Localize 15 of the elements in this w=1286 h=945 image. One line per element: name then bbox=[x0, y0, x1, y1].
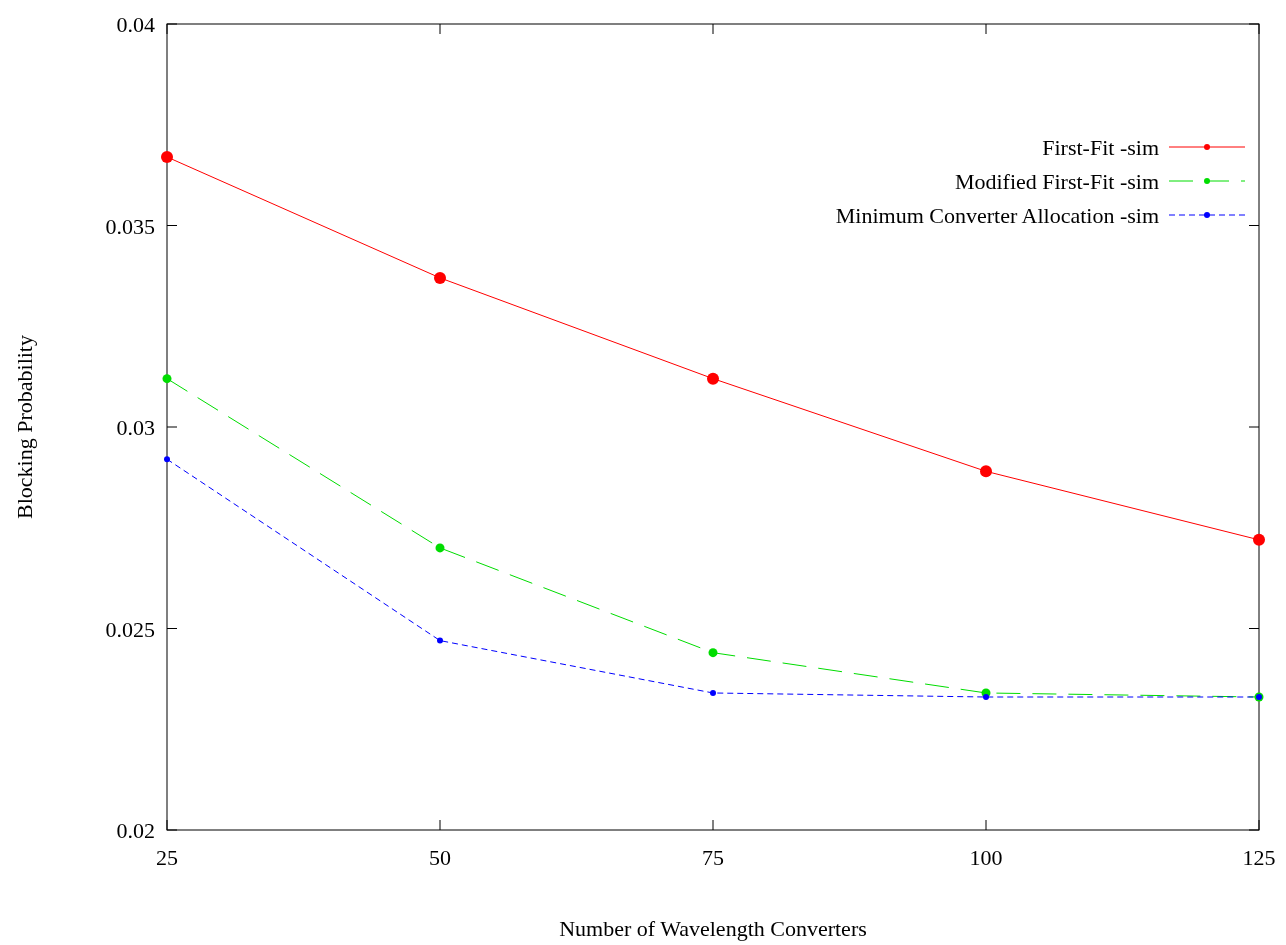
y-tick-label: 0.035 bbox=[105, 213, 155, 239]
x-tick-label: 100 bbox=[969, 845, 1003, 870]
y-tick-label: 0.04 bbox=[116, 12, 155, 37]
x-tick-label: 75 bbox=[702, 845, 724, 870]
legend-label: Minimum Converter Allocation -sim bbox=[835, 203, 1159, 228]
y-tick-label: 0.025 bbox=[105, 616, 155, 642]
y-tick-label: 0.02 bbox=[116, 818, 155, 843]
y-tick-label: 0.03 bbox=[116, 415, 155, 440]
x-tick-label: 50 bbox=[429, 845, 451, 870]
x-axis-title: Number of Wavelength Converters bbox=[559, 916, 867, 941]
y-axis-title: Blocking Probability bbox=[12, 335, 37, 519]
x-tick-label: 125 bbox=[1242, 845, 1276, 870]
legend-label: Modified First-Fit -sim bbox=[954, 169, 1159, 194]
legend-label: First-Fit -sim bbox=[1042, 135, 1159, 160]
x-tick-label: 25 bbox=[156, 845, 178, 870]
